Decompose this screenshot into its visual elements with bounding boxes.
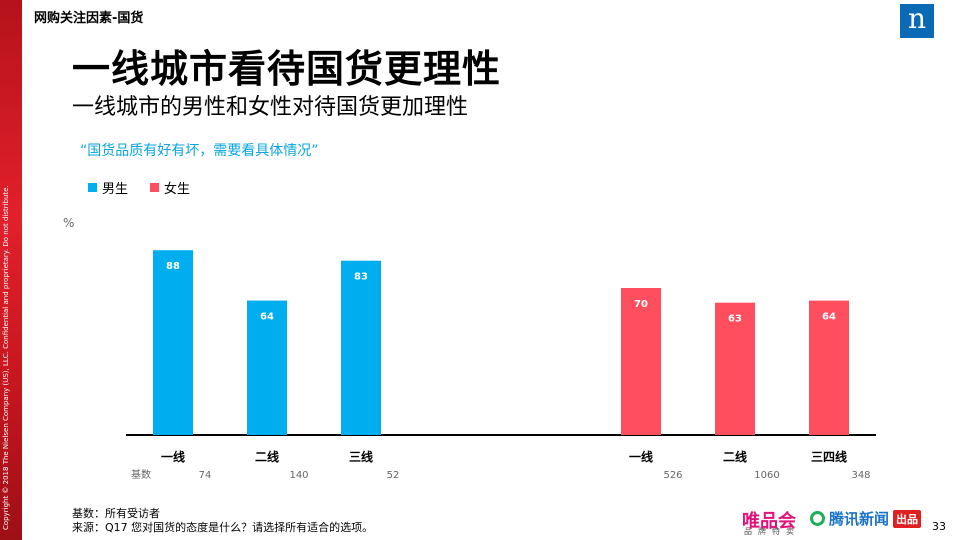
data-label: 64 [260, 312, 274, 323]
data-label: 64 [822, 312, 836, 323]
data-label: 83 [354, 272, 368, 283]
page-number: 33 [932, 520, 946, 533]
tick-label: 一线 [161, 449, 185, 464]
base-value: 140 [289, 470, 308, 481]
data-label: 63 [728, 314, 742, 325]
base-label: 基数 [131, 468, 151, 481]
legend-item-female: 女生 [150, 178, 190, 197]
vip-logo-sub: 品牌特卖 [744, 527, 800, 536]
tick-label: 二线 [723, 449, 747, 464]
base-value: 74 [199, 470, 212, 481]
data-label: 70 [634, 299, 648, 310]
bar [809, 300, 849, 435]
base-value: 526 [663, 470, 682, 481]
base-value: 1060 [754, 470, 779, 481]
tencent-news-tag: 出品 [893, 509, 922, 528]
tick-label: 三四线 [811, 449, 847, 464]
bar [153, 250, 193, 435]
bar [621, 288, 661, 435]
tick-label: 三线 [349, 449, 373, 464]
bar [247, 300, 287, 435]
tencent-news-logo: 腾讯新闻 出品 [810, 508, 922, 529]
tick-label: 一线 [629, 449, 653, 464]
page-title: 一线城市看待国货更理性 [72, 47, 502, 91]
chart-legend: 男生 女生 [88, 178, 190, 197]
section-label: 网购关注因素-国货 [34, 11, 144, 26]
legend-label-female: 女生 [164, 182, 191, 197]
source-note: 来源：Q17 您对国货的态度是什么？请选择所有适合的选项。 [72, 521, 374, 534]
page-subtitle: 一线城市的男性和女性对待国货更加理性 [72, 95, 469, 120]
unit-label: % [63, 216, 75, 230]
tick-label: 二线 [255, 449, 279, 464]
tencent-news-label: 腾讯新闻 [829, 510, 890, 528]
vip-logo: 唯品会 [742, 511, 796, 532]
chart-quote: “国货品质有好有坏，需要看具体情况” [80, 143, 319, 159]
data-label: 88 [166, 261, 180, 272]
legend-label-male: 男生 [102, 182, 129, 197]
side-red-bar: Copyright © 2018 The Nielsen Company (US… [0, 0, 22, 540]
base-value: 52 [387, 470, 400, 481]
nielsen-logo-icon: n [900, 4, 934, 38]
legend-swatch-female [150, 183, 160, 192]
base-value: 348 [851, 470, 870, 481]
legend-item-male: 男生 [88, 178, 128, 197]
tencent-news-icon [810, 511, 825, 526]
legend-swatch-male [88, 183, 97, 192]
bar [341, 260, 381, 435]
bar [715, 302, 755, 435]
base-note: 基数：所有受访者 [72, 507, 160, 520]
